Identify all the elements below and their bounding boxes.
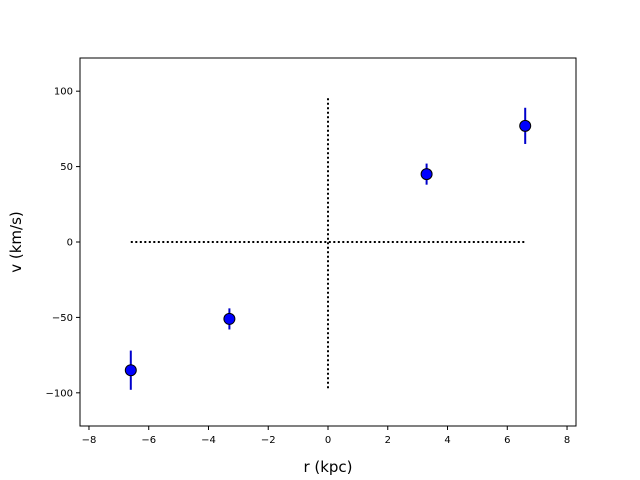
data-points <box>124 119 532 377</box>
y-tick-label: −100 <box>46 388 73 399</box>
data-point-1 <box>124 364 137 377</box>
x-tick-label: 6 <box>504 435 510 446</box>
x-tick-label: 4 <box>444 435 450 446</box>
x-tick-label: 8 <box>564 435 570 446</box>
x-tick-label: −8 <box>82 435 97 446</box>
data-point-2 <box>223 312 236 325</box>
reference-lines <box>130 95 526 389</box>
y-tick-label: 100 <box>54 87 73 98</box>
y-tick-label: 50 <box>60 162 73 173</box>
data-point-3 <box>420 168 433 181</box>
x-tick-label: −4 <box>201 435 216 446</box>
x-axis-label: r (kpc) <box>303 458 352 476</box>
x-tick-label: 0 <box>325 435 331 446</box>
y-tick-label: −50 <box>52 313 73 324</box>
y-axis-label: v (km/s) <box>7 211 25 273</box>
data-point-4 <box>519 119 532 132</box>
y-axis-ticks: −100 −50 0 50 100 <box>46 87 80 399</box>
y-tick-label: 0 <box>67 238 73 249</box>
x-tick-label: 2 <box>385 435 391 446</box>
x-axis-ticks: −8 −6 −4 −2 0 2 4 6 8 <box>82 426 570 446</box>
x-tick-label: −2 <box>261 435 276 446</box>
x-tick-label: −6 <box>141 435 156 446</box>
